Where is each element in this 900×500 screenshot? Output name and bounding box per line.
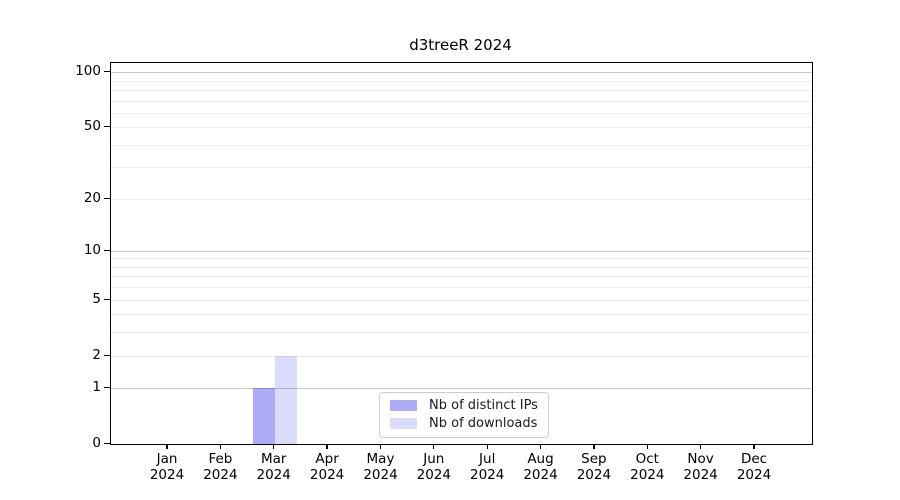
x-tick-year: 2024 bbox=[736, 467, 772, 483]
x-tick-month: Jun bbox=[423, 451, 445, 467]
y-tick-label-20: 20 bbox=[83, 189, 101, 206]
gridline-100 bbox=[111, 72, 812, 73]
x-tick-mark-jul bbox=[486, 444, 488, 449]
gridline-30 bbox=[111, 167, 812, 169]
x-tick-label-sep: Sep 2024 bbox=[562, 451, 626, 483]
x-tick-mark-jan bbox=[166, 444, 168, 449]
x-tick-mark-jun bbox=[433, 444, 435, 449]
x-tick-month: Sep bbox=[581, 451, 607, 467]
gridline-5 bbox=[111, 299, 812, 301]
x-tick-label-apr: Apr 2024 bbox=[295, 451, 359, 483]
gridline-90 bbox=[111, 80, 812, 82]
x-tick-label-jan: Jan 2024 bbox=[135, 451, 199, 483]
legend-label-distinct-ips: Nb of distinct IPs bbox=[429, 398, 538, 413]
y-tick-mark-10 bbox=[104, 249, 110, 252]
gridline-9 bbox=[111, 258, 812, 260]
x-tick-year: 2024 bbox=[203, 467, 238, 483]
x-tick-mark-sep bbox=[593, 444, 595, 449]
y-tick-label-5: 5 bbox=[92, 290, 101, 307]
x-tick-month: Dec bbox=[740, 451, 768, 467]
y-tick-label-2: 2 bbox=[92, 346, 101, 363]
x-tick-label-nov: Nov 2024 bbox=[669, 451, 733, 483]
legend-label-downloads: Nb of downloads bbox=[429, 416, 538, 431]
x-tick-label-jun: Jun 2024 bbox=[402, 451, 466, 483]
gridline-60 bbox=[111, 112, 812, 114]
y-tick-label-0: 0 bbox=[92, 435, 101, 451]
gridline-4 bbox=[111, 314, 812, 316]
y-tick-mark-50 bbox=[104, 126, 110, 128]
plot-area: Nb of distinct IPs Nb of downloads bbox=[110, 62, 813, 445]
x-tick-year: 2024 bbox=[416, 467, 451, 483]
bar-nb-of-distinct-ips-mar bbox=[252, 388, 275, 444]
gridline-6 bbox=[111, 287, 812, 289]
x-tick-year: 2024 bbox=[149, 467, 185, 483]
legend-swatch-distinct-ips bbox=[390, 400, 417, 411]
x-tick-year: 2024 bbox=[309, 467, 345, 483]
x-tick-mark-may bbox=[379, 444, 382, 449]
x-tick-month: Apr bbox=[315, 451, 339, 467]
x-tick-month: Nov bbox=[687, 451, 714, 467]
y-tick-mark-5 bbox=[104, 298, 110, 300]
x-tick-year: 2024 bbox=[523, 467, 558, 483]
gridline-50 bbox=[111, 127, 812, 129]
x-tick-year: 2024 bbox=[363, 467, 398, 483]
gridline-10 bbox=[111, 250, 812, 252]
bar-nb-of-downloads-mar bbox=[274, 355, 297, 444]
y-tick-label-10: 10 bbox=[83, 241, 101, 258]
gridline-1 bbox=[111, 388, 812, 390]
x-tick-year: 2024 bbox=[630, 467, 665, 483]
x-tick-label-jul: Jul 2024 bbox=[455, 451, 519, 483]
x-tick-mark-nov bbox=[699, 444, 702, 449]
y-tick-mark-1 bbox=[104, 387, 110, 389]
x-tick-mark-mar bbox=[273, 444, 275, 449]
x-tick-label-feb: Feb 2024 bbox=[188, 451, 252, 483]
y-tick-label-100: 100 bbox=[75, 63, 101, 79]
gridline-20 bbox=[111, 198, 812, 200]
x-tick-month: Aug bbox=[527, 451, 554, 467]
x-tick-month: May bbox=[366, 451, 395, 467]
x-tick-year: 2024 bbox=[256, 467, 291, 483]
y-tick-label-50: 50 bbox=[83, 118, 101, 135]
legend-swatch-downloads bbox=[390, 418, 417, 429]
gridline-70 bbox=[111, 100, 812, 102]
x-tick-mark-apr bbox=[326, 444, 328, 449]
legend-row-downloads: Nb of downloads bbox=[390, 416, 538, 431]
gridline-8 bbox=[111, 266, 812, 268]
x-tick-year: 2024 bbox=[576, 467, 612, 483]
gridline-3 bbox=[111, 332, 812, 334]
legend-row-distinct-ips: Nb of distinct IPs bbox=[390, 398, 538, 413]
x-tick-label-may: May 2024 bbox=[349, 451, 413, 483]
gridline-7 bbox=[111, 276, 812, 278]
x-tick-mark-aug bbox=[539, 444, 542, 449]
x-tick-month: Oct bbox=[635, 451, 659, 467]
legend: Nb of distinct IPs Nb of downloads bbox=[379, 392, 549, 438]
chart-title: d3treeR 2024 bbox=[409, 36, 512, 54]
x-tick-label-oct: Oct 2024 bbox=[615, 451, 679, 483]
x-tick-label-dec: Dec 2024 bbox=[722, 451, 786, 483]
x-tick-month: Mar bbox=[260, 451, 287, 467]
x-tick-month: Jan bbox=[156, 451, 178, 467]
y-tick-mark-0 bbox=[104, 443, 110, 445]
x-tick-month: Feb bbox=[208, 451, 233, 467]
y-tick-label-1: 1 bbox=[92, 379, 101, 396]
gridline-2 bbox=[111, 355, 812, 357]
y-tick-mark-100 bbox=[104, 71, 110, 73]
x-tick-mark-oct bbox=[646, 444, 648, 449]
gridline-80 bbox=[111, 89, 812, 91]
y-tick-mark-2 bbox=[104, 354, 110, 356]
y-tick-mark-20 bbox=[104, 197, 110, 199]
x-tick-year: 2024 bbox=[683, 467, 718, 483]
x-tick-month: Jul bbox=[479, 451, 496, 467]
x-tick-label-aug: Aug 2024 bbox=[509, 451, 573, 483]
x-tick-mark-feb bbox=[219, 444, 222, 449]
x-tick-label-mar: Mar 2024 bbox=[242, 451, 306, 483]
x-tick-year: 2024 bbox=[470, 467, 505, 483]
gridline-40 bbox=[111, 144, 812, 146]
x-tick-mark-dec bbox=[753, 444, 755, 449]
